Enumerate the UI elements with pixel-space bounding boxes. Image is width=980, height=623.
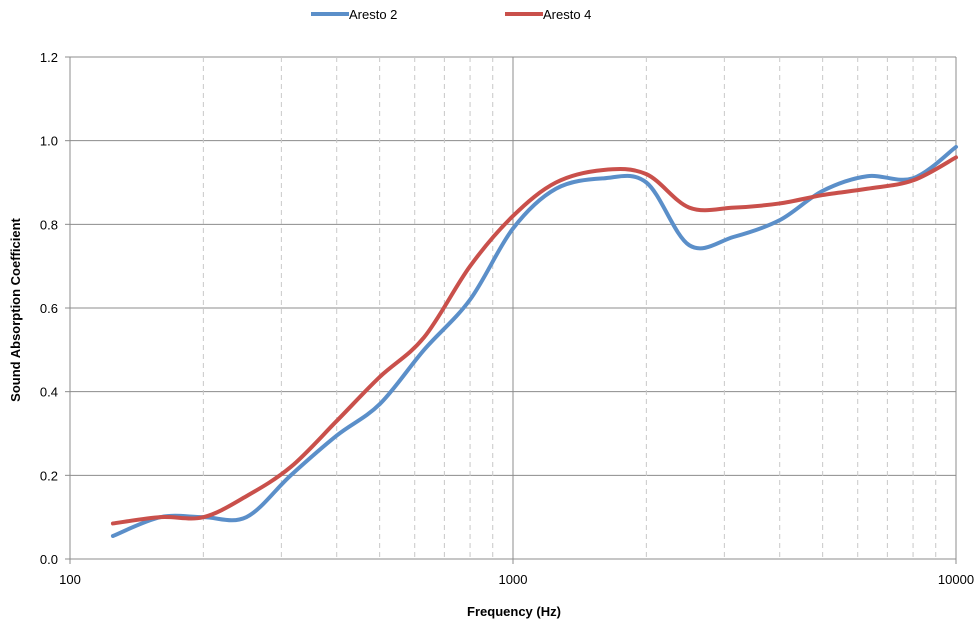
y-tick-label: 1.2 [40, 50, 58, 65]
y-tick-label: 0.6 [40, 301, 58, 316]
legend-label-aresto-2: Aresto 2 [349, 7, 397, 22]
axes: 0.0 0.2 0.4 0.6 0.8 1.0 1.2 100 1000 10000 [40, 50, 974, 587]
x-tick-label: 100 [59, 572, 81, 587]
y-tick-label: 0.8 [40, 217, 58, 232]
y-tick-label: 1.0 [40, 134, 58, 149]
y-tick-label: 0.0 [40, 552, 58, 567]
series-line-aresto-4 [110, 155, 958, 526]
x-axis-title: Frequency (Hz) [467, 604, 561, 619]
y-tick-label: 0.2 [40, 468, 58, 483]
series [110, 144, 958, 538]
grid [70, 56, 957, 559]
legend: Aresto 2 Aresto 4 [311, 7, 591, 22]
x-tick-label: 1000 [499, 572, 528, 587]
x-tick-label: 10000 [938, 572, 974, 587]
y-axis-title: Sound Absorption Coefficient [8, 217, 23, 401]
y-tick-label: 0.4 [40, 385, 58, 400]
legend-label-aresto-4: Aresto 4 [543, 7, 591, 22]
series-line-aresto-2 [110, 144, 958, 538]
